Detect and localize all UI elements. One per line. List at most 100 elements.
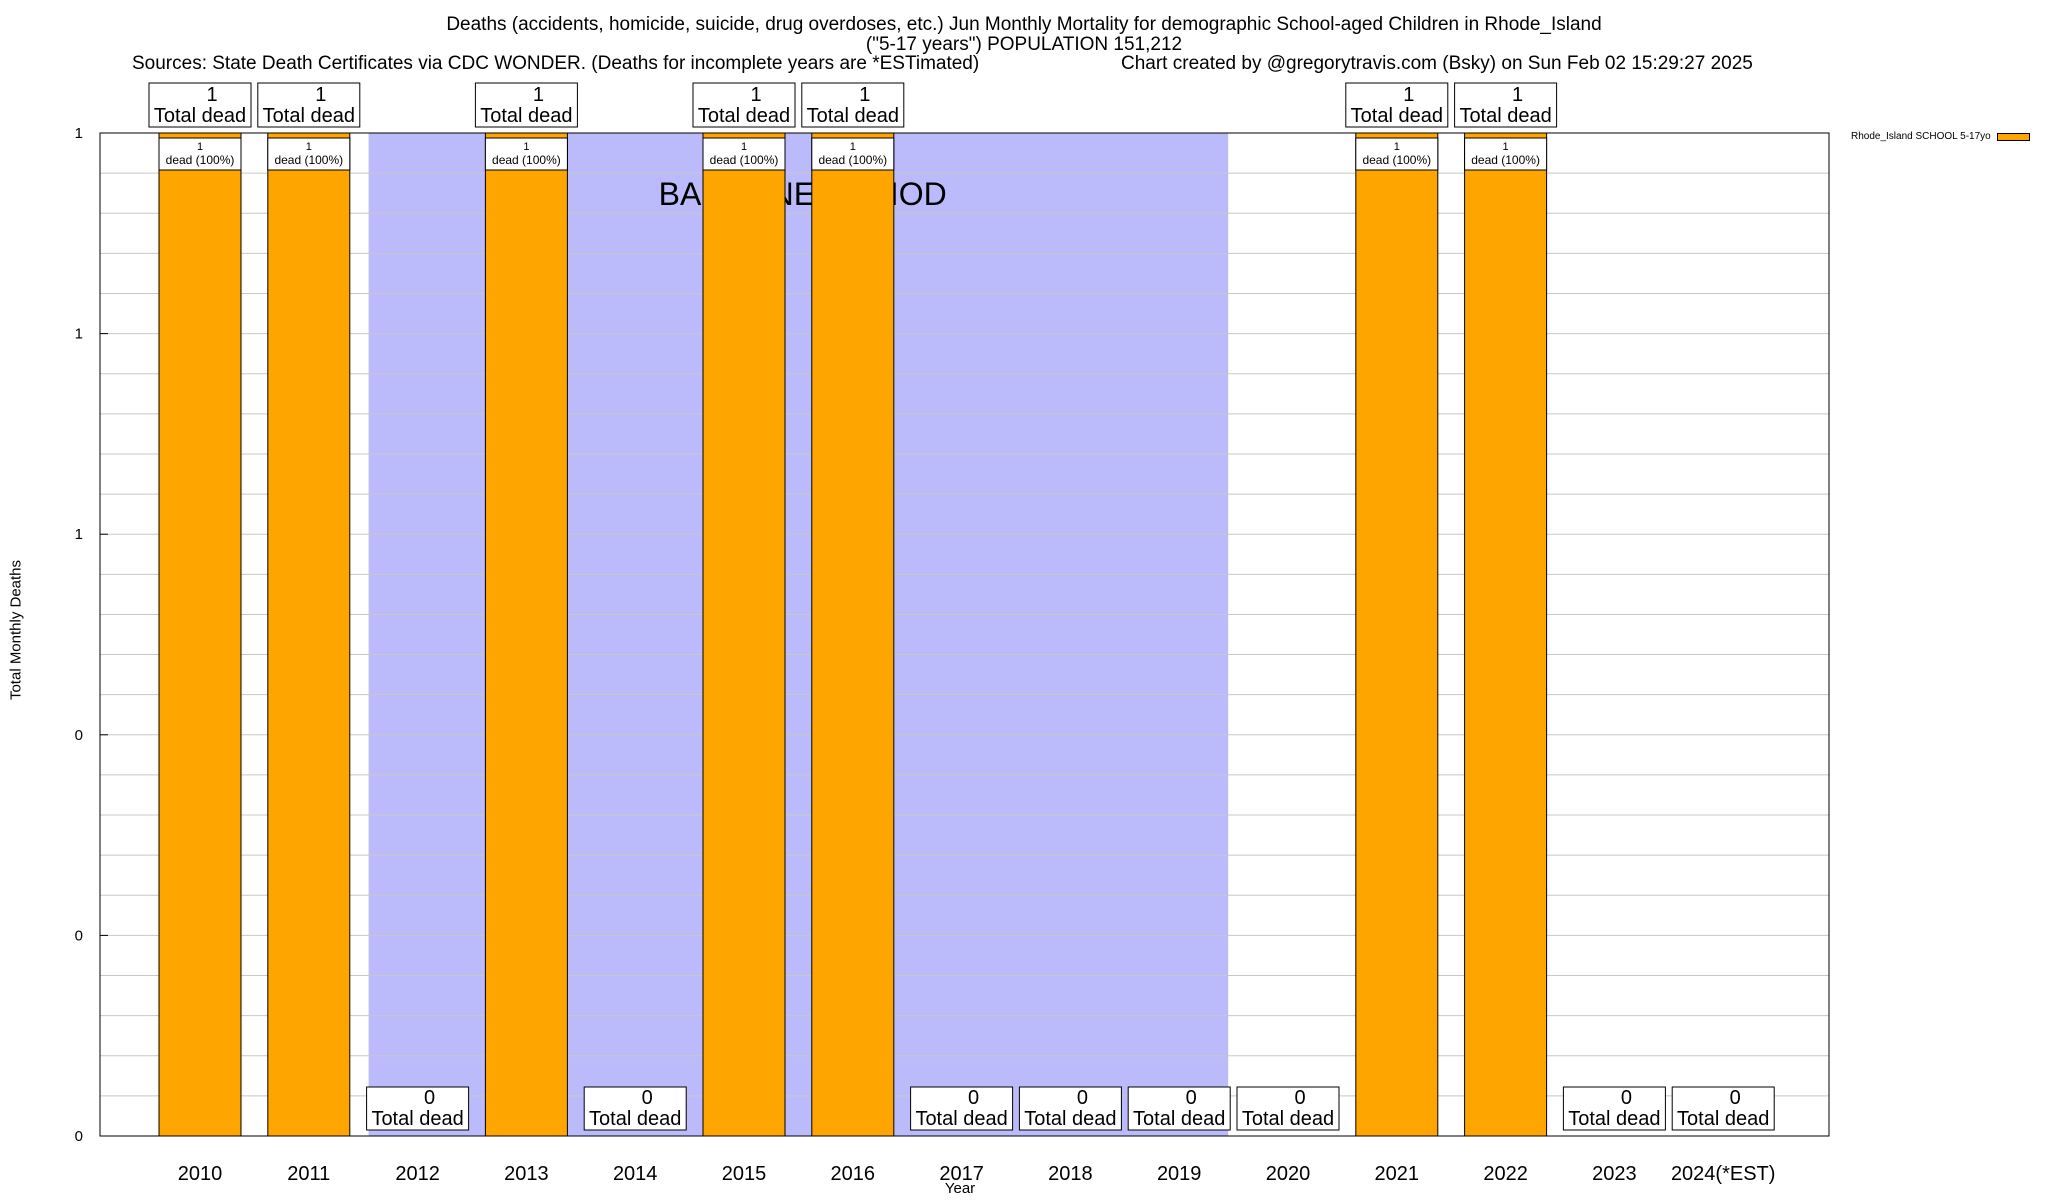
x-tick-label: 2019 — [1157, 1163, 1202, 1185]
bar-inner-label-box — [484, 137, 568, 171]
total-label: Total dead — [1024, 1108, 1116, 1130]
total-value: 1 — [750, 84, 761, 106]
chart-sources: Sources: State Death Certificates via CD… — [132, 53, 980, 74]
x-tick-label: 2010 — [178, 1163, 223, 1185]
total-label-box — [910, 1086, 1014, 1131]
x-tick-label: 2015 — [722, 1163, 767, 1185]
x-tick-label: 2012 — [395, 1163, 440, 1185]
total-label-box — [1562, 1086, 1666, 1131]
total-value: 1 — [1403, 84, 1414, 106]
bar-inner-label-box — [702, 137, 786, 171]
total-label: Total dead — [154, 105, 246, 127]
total-label-box — [257, 82, 361, 128]
y-tick-label: 0 — [75, 927, 83, 944]
total-label-box — [148, 82, 252, 128]
bar-inner-label: dead (100%) — [166, 153, 235, 167]
total-value: 0 — [968, 1087, 979, 1109]
bar-inner-label: dead (100%) — [710, 153, 779, 167]
total-value: 0 — [1077, 1087, 1088, 1109]
legend-swatch — [1996, 132, 2030, 141]
total-label: Total dead — [1568, 1108, 1660, 1130]
total-value: 1 — [315, 84, 326, 106]
total-label: Total dead — [263, 105, 355, 127]
total-label-box — [1345, 82, 1449, 128]
total-label-box — [1454, 82, 1558, 128]
bar-inner-value: 1 — [741, 141, 747, 153]
total-label: Total dead — [1459, 105, 1551, 127]
bar-inner-label-box — [1355, 137, 1439, 171]
total-label: Total dead — [1677, 1108, 1769, 1130]
total-label-box — [583, 1086, 687, 1131]
total-label-box — [1018, 1086, 1122, 1131]
total-value: 0 — [1621, 1087, 1632, 1109]
bar-2021 — [1355, 132, 1439, 1137]
bar-inner-value: 1 — [306, 141, 312, 153]
bar-2016 — [811, 132, 895, 1137]
total-label-box — [474, 82, 578, 128]
x-tick-label: 2021 — [1375, 1163, 1420, 1185]
bar-inner-label: dead (100%) — [1362, 153, 1431, 167]
x-tick-label: 2014 — [613, 1163, 658, 1185]
total-label: Total dead — [915, 1108, 1007, 1130]
bar-2015 — [702, 132, 786, 1137]
bar-inner-label-box — [1464, 137, 1548, 171]
bar-inner-value: 1 — [523, 141, 529, 153]
y-axis-label: Total Monthly Deaths — [7, 559, 25, 701]
total-label-box — [1127, 1086, 1231, 1131]
x-tick-label: 2022 — [1483, 1163, 1528, 1185]
total-label: Total dead — [807, 105, 899, 127]
bar-inner-label: dead (100%) — [818, 153, 887, 167]
chart-subtitle: ("5-17 years") POPULATION 151,212 — [865, 34, 1183, 55]
bar-inner-label-box — [811, 137, 895, 171]
total-value: 0 — [1186, 1087, 1197, 1109]
bar-inner-value: 1 — [850, 141, 856, 153]
total-label: Total dead — [480, 105, 572, 127]
plot-frame — [99, 132, 1830, 1137]
bar-2022 — [1464, 132, 1548, 1137]
total-label-box — [801, 82, 905, 128]
total-label: Total dead — [698, 105, 790, 127]
x-axis-label: Year — [944, 1180, 976, 1197]
chart-title: Deaths (accidents, homicide, suicide, dr… — [446, 14, 1602, 35]
x-tick-label: 2011 — [287, 1163, 330, 1185]
bar-inner-label-box — [158, 137, 242, 171]
legend-label: Rhode_Island SCHOOL 5-17yo — [1851, 131, 1991, 142]
total-label: Total dead — [1351, 105, 1443, 127]
total-value: 1 — [533, 84, 544, 106]
total-label-box — [366, 1086, 470, 1131]
bar-inner-label: dead (100%) — [1471, 153, 1540, 167]
baseline-period-label: BASELINE PERIOD — [659, 176, 947, 212]
x-tick-label: 2013 — [504, 1163, 549, 1185]
bar-2011 — [267, 132, 351, 1137]
bar-inner-label: dead (100%) — [274, 153, 343, 167]
x-tick-label: 2017 — [939, 1163, 984, 1185]
bar-inner-value: 1 — [197, 141, 203, 153]
x-tick-label: 2020 — [1266, 1163, 1311, 1185]
total-value: 1 — [206, 84, 217, 106]
y-tick-label: 0 — [75, 1128, 83, 1145]
x-tick-label: 2024(*EST) — [1671, 1163, 1776, 1185]
bar-inner-label: dead (100%) — [492, 153, 561, 167]
total-value: 1 — [859, 84, 870, 106]
x-tick-label: 2023 — [1592, 1163, 1637, 1185]
total-label: Total dead — [1242, 1108, 1334, 1130]
total-label-box — [1671, 1086, 1775, 1131]
bar-inner-value: 1 — [1394, 141, 1400, 153]
bar-2013 — [484, 132, 568, 1137]
y-tick-label: 1 — [75, 125, 83, 142]
total-label-box — [692, 82, 796, 128]
y-tick-label: 1 — [75, 326, 83, 343]
bar-inner-label-box — [267, 137, 351, 171]
total-label: Total dead — [371, 1108, 463, 1130]
total-label-box — [1236, 1086, 1340, 1131]
x-tick-label: 2018 — [1048, 1163, 1093, 1185]
total-value: 0 — [642, 1087, 653, 1109]
total-value: 0 — [1730, 1087, 1741, 1109]
total-label: Total dead — [589, 1108, 681, 1130]
bar-2010 — [158, 132, 242, 1137]
total-value: 1 — [1512, 84, 1523, 106]
total-label: Total dead — [1133, 1108, 1225, 1130]
y-tick-label: 1 — [75, 526, 83, 543]
total-value: 0 — [1294, 1087, 1305, 1109]
